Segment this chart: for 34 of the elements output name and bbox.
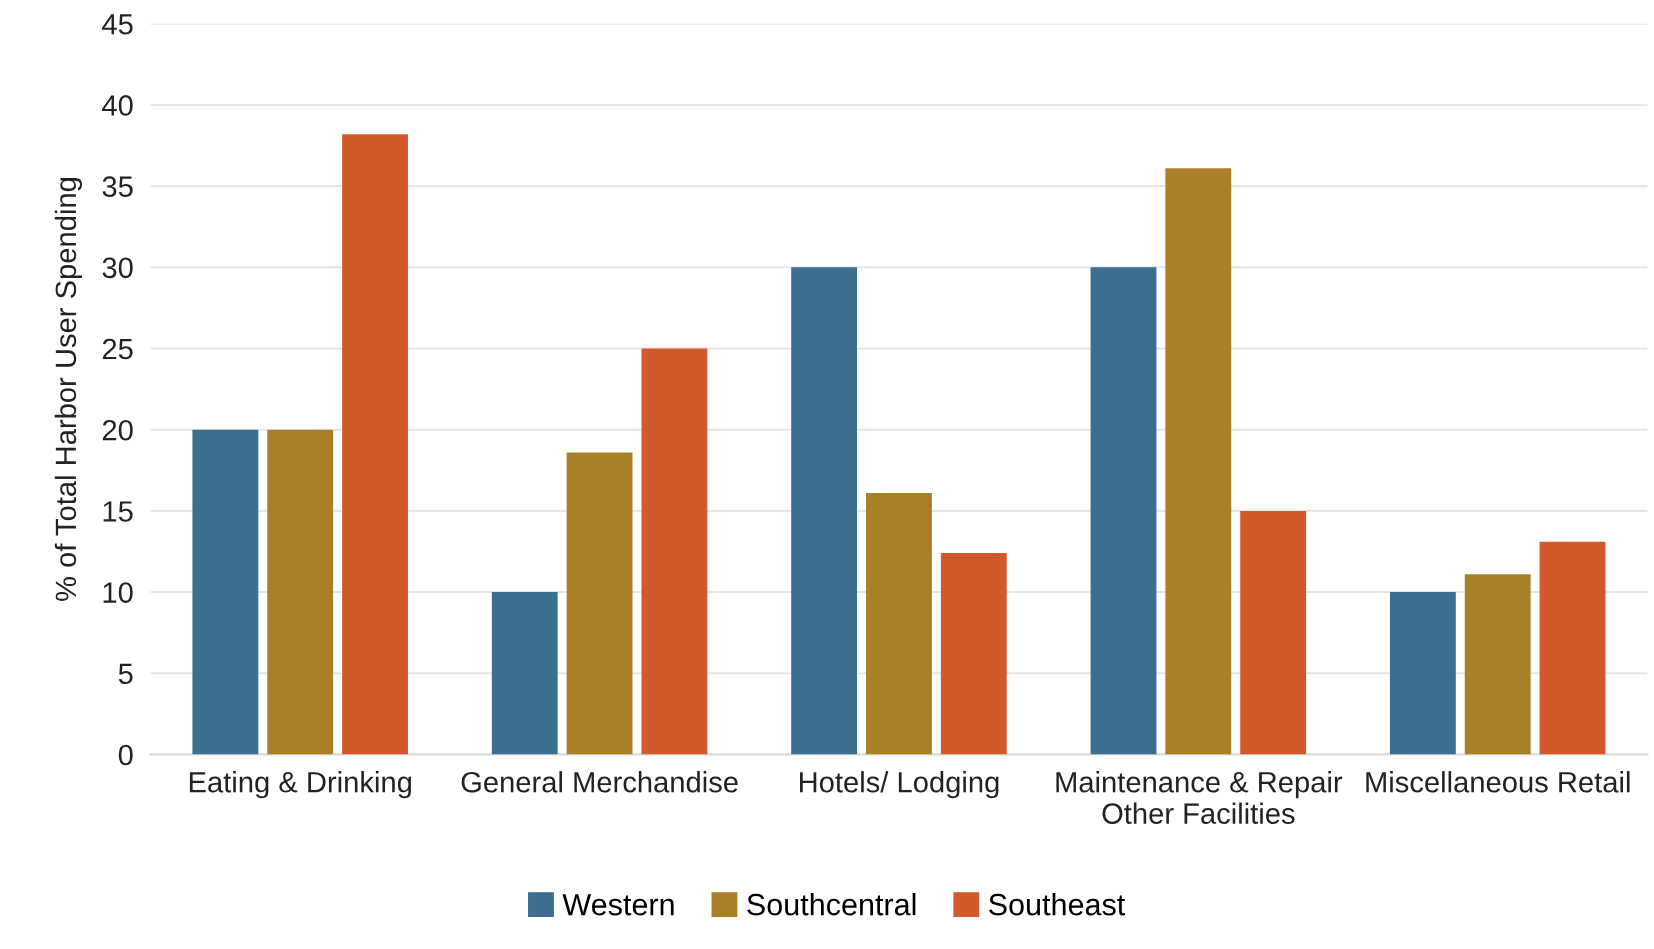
bar (641, 348, 708, 755)
bar (1165, 168, 1232, 755)
bar (791, 267, 858, 755)
y-tick-label: 40 (102, 95, 133, 116)
y-tick-label: 10 (103, 582, 133, 603)
y-tick-label: 35 (102, 176, 133, 197)
x-tick-label: Maintenance & Repair Other Facilities (1056, 771, 1343, 824)
y-axis-title: % of Total Harbor User Spending (54, 178, 82, 601)
legend-label: Southcentral (747, 893, 916, 916)
y-tick-label: 5 (118, 663, 133, 685)
bar (491, 592, 558, 755)
bar (192, 429, 259, 755)
y-tick-label: 20 (102, 419, 133, 441)
bar (267, 429, 334, 755)
y-tick-label: 15 (103, 501, 133, 522)
x-tick-label: Eating & Drinking (189, 771, 411, 799)
bar (1539, 541, 1606, 755)
y-tick-label: 25 (102, 338, 133, 360)
x-tick-label: Miscellaneous Retail (1366, 771, 1630, 793)
bar (866, 493, 932, 755)
x-tick-label: Hotels/ Lodging (800, 771, 999, 799)
x-tick-label: General Merchandise (461, 771, 738, 793)
bar (1389, 592, 1456, 755)
legend-label: Southeast (989, 893, 1126, 916)
bar (566, 452, 633, 755)
legend-label: Western (562, 894, 674, 916)
bar (342, 134, 408, 755)
bar (1240, 510, 1307, 755)
y-tick-label: 45 (102, 14, 133, 35)
y-tick-label: 30 (102, 257, 133, 279)
bar (1464, 574, 1531, 755)
y-tick-label: 0 (118, 744, 133, 766)
bar (940, 553, 1007, 755)
bar (1090, 267, 1157, 755)
